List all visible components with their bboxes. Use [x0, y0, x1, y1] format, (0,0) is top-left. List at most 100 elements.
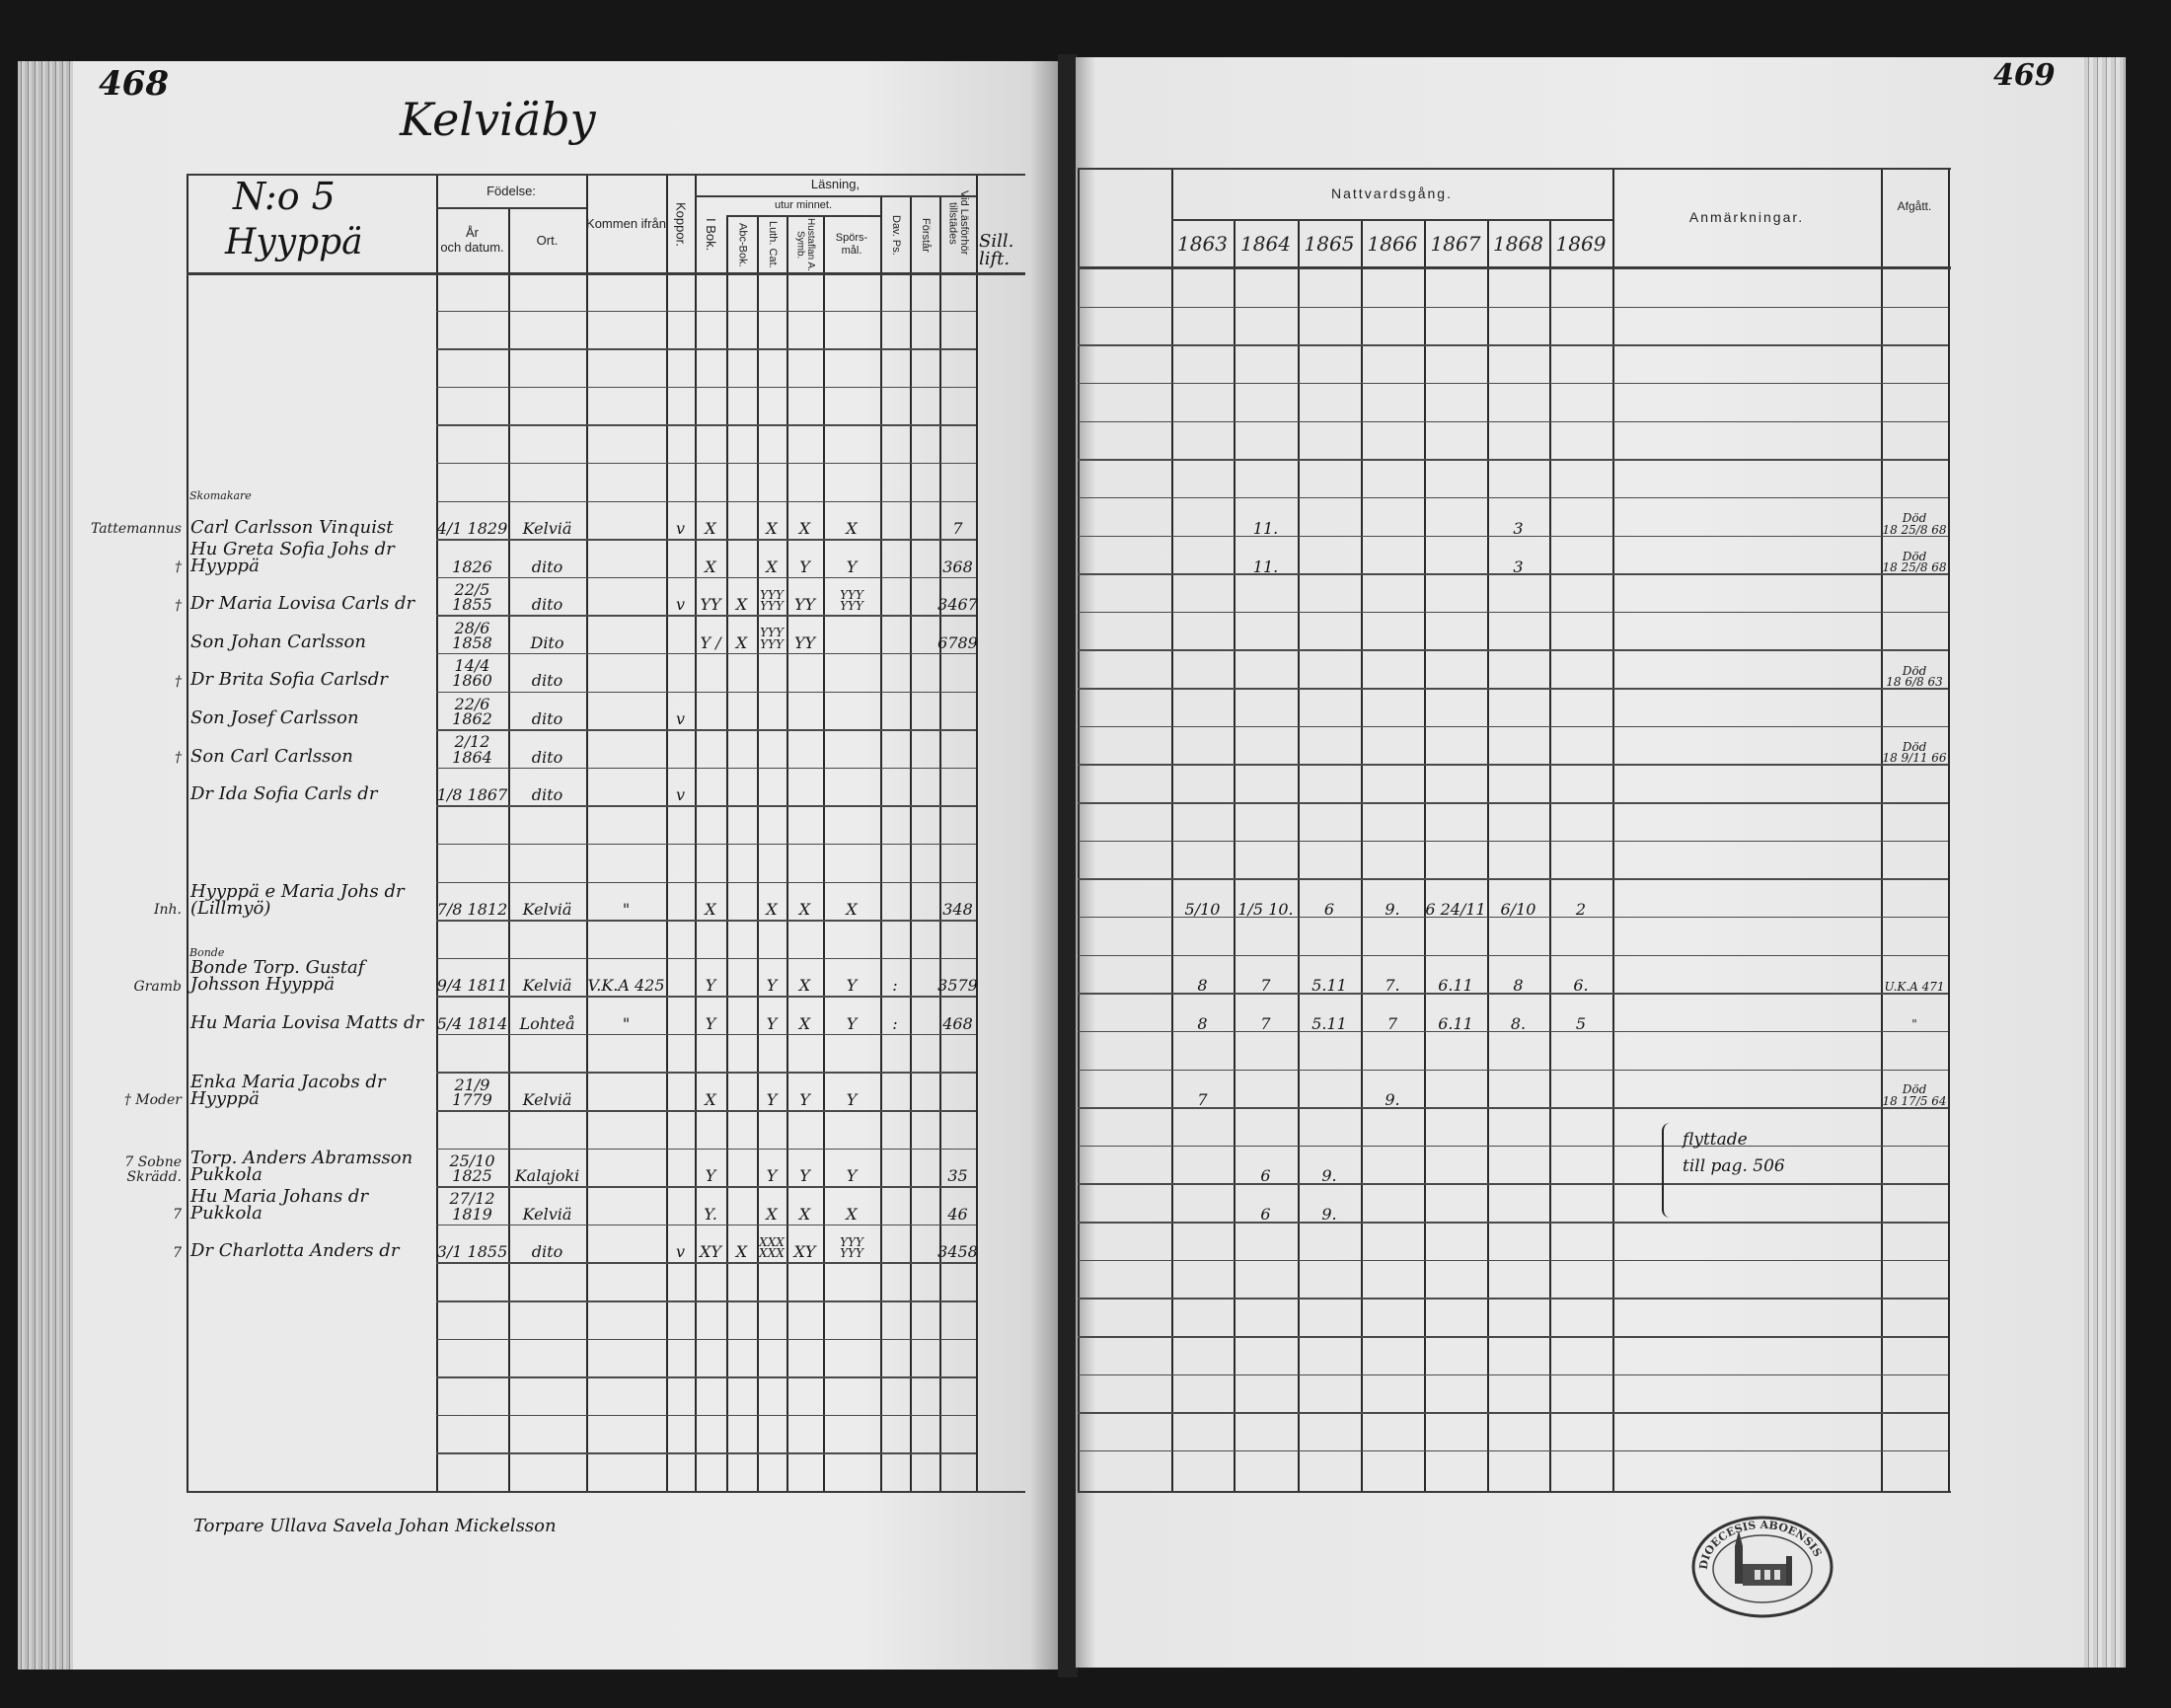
cell-sporsmal: X: [846, 899, 858, 919]
cell-koppor: v: [675, 1242, 686, 1262]
cell-name: Hu Greta Sofia Johs dr Hyyppä: [190, 538, 395, 576]
header-kommen-ifran: Kommen ifrån: [586, 215, 666, 231]
margin-note: 7 Sobne Skrädd.: [124, 1153, 182, 1185]
cell-nattvard-1864: 11.: [1252, 557, 1279, 576]
cell-koppor: v: [675, 518, 686, 538]
ledger-line: [436, 386, 976, 389]
header-ar-datum: År och datum.: [440, 225, 504, 255]
cell-nattvard-1863: 8: [1197, 1013, 1208, 1033]
cell-date: 5/4 1814: [436, 1013, 508, 1033]
ledger-line: [436, 1110, 976, 1112]
header-koppor: Koppor.: [673, 201, 689, 247]
cell-vid: 3458: [937, 1242, 978, 1262]
column-rule: [786, 215, 788, 1491]
cell-date: 1/8 1867: [436, 785, 508, 805]
column-rule: [187, 174, 188, 1491]
column-rule: [1487, 219, 1489, 1491]
header-year-1863: 1863: [1177, 231, 1228, 256]
cell-date: 27/12 1819: [449, 1189, 495, 1224]
cell-nattvard-1864: 6: [1260, 1204, 1271, 1224]
column-rule: [508, 207, 510, 1491]
cell-luth-cat: Y: [766, 1013, 778, 1033]
table-bottom-rule: [187, 1491, 1025, 1493]
header-year-1866: 1866: [1367, 231, 1418, 256]
farm-name: Hyyppä: [225, 222, 363, 262]
cell-nattvard-1865: 5.11: [1311, 1013, 1347, 1033]
cell-sporsmal: Y: [846, 557, 858, 576]
cell-luth-cat: YYY YYY: [760, 587, 784, 613]
ledger-line: [436, 729, 976, 731]
ledger-line: [1078, 878, 1948, 880]
ledger-line: [1078, 764, 1948, 766]
page-number-left: 468: [99, 64, 169, 104]
ledger-line: [436, 1414, 976, 1417]
cell-nattvard-1866: 7.: [1385, 976, 1400, 996]
utur-minnet-subrule: [726, 215, 880, 217]
cell-place: Kelviä: [522, 1204, 572, 1224]
ledger-line: [436, 957, 976, 960]
cell-place: Lohteå: [519, 1013, 575, 1033]
cell-i-bok: Y: [705, 1013, 716, 1033]
cell-name: Enka Maria Jacobs dr Hyyppä: [190, 1071, 386, 1109]
cell-place: Kalajoki: [514, 1166, 580, 1186]
cell-afgatt: U.K.A 471: [1884, 979, 1945, 994]
cell-vid: 368: [942, 557, 973, 576]
ledger-line: [1078, 1336, 1948, 1338]
column-rule: [1298, 219, 1300, 1491]
page-stack-edge-right: [2084, 57, 2126, 1668]
cell-nattvard-1864: 11.: [1252, 518, 1279, 538]
column-rule: [695, 174, 697, 1491]
header-sill-lift: Sill. lift.: [979, 231, 1014, 269]
cell-place: dito: [531, 747, 563, 767]
ledger-line: [436, 881, 976, 883]
header-utur-minnet: utur minnet.: [774, 198, 833, 211]
cell-i-bok: X: [705, 1089, 716, 1109]
margin-note: † Moder: [123, 1092, 182, 1109]
cell-nattvard-1866: 9.: [1385, 899, 1400, 919]
ledger-line: [1078, 802, 1948, 804]
column-rule: [726, 215, 728, 1491]
ledger-line: [1078, 496, 1948, 499]
ledger-line: [436, 920, 976, 922]
remark-bracket: [1662, 1123, 1674, 1218]
cell-i-bok: X: [705, 557, 716, 576]
cell-nattvard-1867: 6 24/11: [1425, 899, 1486, 919]
cell-koppor: v: [675, 595, 686, 615]
header-sporsmal: Spörs- mål.: [835, 232, 868, 257]
cell-vid: 6789: [937, 632, 978, 652]
cell-vid: 3579: [937, 976, 978, 996]
cell-vid: 348: [942, 899, 973, 919]
ledger-line: [1078, 611, 1948, 614]
cell-from: ": [622, 1013, 631, 1033]
page-stack-edge-left: [18, 61, 75, 1670]
cell-date: 14/4 1860: [452, 656, 492, 691]
cell-hustaflan: X: [798, 976, 811, 996]
ledger-line: [1078, 1259, 1948, 1262]
ledger-line: [436, 843, 976, 846]
cell-place: Kelviä: [522, 899, 572, 919]
cell-nattvard-1864: 1/5 10.: [1237, 899, 1294, 919]
header-fodelse: Födelse:: [487, 183, 536, 198]
cell-date: 9/4 1811: [436, 976, 508, 996]
ledger-line: [1078, 382, 1948, 385]
column-rule: [939, 195, 941, 1491]
cell-nattvard-1865: 6: [1323, 899, 1335, 919]
cell-name: Dr Brita Sofia Carlsdr: [190, 669, 388, 691]
cell-hustaflan: Y: [799, 1089, 810, 1109]
cell-luth-cat: Y: [766, 1166, 778, 1186]
cell-sporsmal: YYY YYY: [840, 1234, 863, 1261]
cell-nattvard-1864: 7: [1260, 1013, 1271, 1033]
cell-nattvard-1863: 5/10: [1184, 899, 1221, 919]
cell-dav-ps: :: [892, 976, 898, 996]
header-hustaflan: Hustaflan A. Symb.: [794, 218, 817, 271]
lasning-subrule: [695, 195, 976, 197]
margin-note: †: [175, 559, 182, 576]
cell-i-bok: X: [705, 518, 716, 538]
column-rule: [976, 174, 978, 1491]
parish-village-title: Kelviäby: [400, 93, 596, 146]
cell-hustaflan: X: [798, 1013, 811, 1033]
ledger-line: [1078, 840, 1948, 843]
cell-nattvard-1868: 3: [1513, 518, 1524, 538]
cell-i-bok: YY: [700, 595, 721, 615]
cell-place: Dito: [530, 632, 564, 652]
